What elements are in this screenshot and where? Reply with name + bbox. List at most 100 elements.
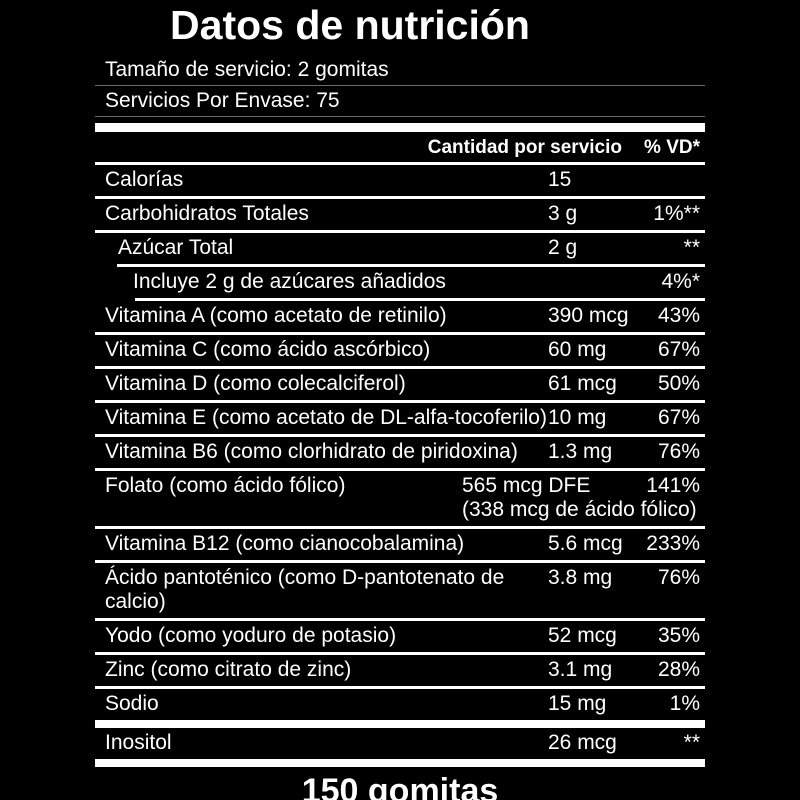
row-dv: 50% xyxy=(657,372,700,395)
row-amount-line1: 390 mcg xyxy=(548,304,629,327)
row-dv: 1%** xyxy=(653,202,700,225)
separator xyxy=(95,560,705,563)
table-row: Zinc (como citrato de zinc) 3.1 mg 28% xyxy=(95,655,705,686)
row-amount-line1: 61 mcg xyxy=(548,372,617,395)
row-dv: 4%* xyxy=(661,270,700,293)
row-amount-line1: 1.3 mg xyxy=(548,440,613,463)
separator xyxy=(95,652,705,655)
table-row: Folato (como ácido fólico) 565 mcg DFE (3… xyxy=(95,471,705,526)
separator xyxy=(95,366,705,369)
row-amount-line1: 5.6 mcg xyxy=(548,532,623,555)
row-name: Sodio xyxy=(105,692,159,715)
table-row: Vitamina B6 (como clorhidrato de piridox… xyxy=(95,437,705,468)
row-dv: 76% xyxy=(657,566,700,589)
row-dv: 28% xyxy=(657,658,700,681)
row-amount-line1: 3 g xyxy=(548,202,578,225)
column-header-dv: % VD* xyxy=(644,137,700,158)
row-name: Carbohidratos Totales xyxy=(105,202,309,225)
row-amount-line1: 10 mg xyxy=(548,406,607,429)
separator xyxy=(95,468,705,471)
table-row: Sodio 15 mg 1% xyxy=(95,689,705,720)
separator xyxy=(95,332,705,335)
row-amount: 26 mcg xyxy=(548,731,632,755)
table-row: Azúcar Total 2 g ** xyxy=(95,233,705,264)
row-dv: 1% xyxy=(669,692,700,715)
table-row: Vitamina E (como acetato de DL-alfa-toco… xyxy=(95,403,705,434)
row-amount: 61 mcg xyxy=(548,372,632,396)
table-row: Vitamina D (como colecalciferol) 61 mcg … xyxy=(95,369,705,400)
row-amount-line1: 3.1 mg xyxy=(548,658,613,681)
row-dv: 76% xyxy=(657,440,700,463)
row-name: Folato (como ácido fólico) xyxy=(105,474,346,497)
row-name: Zinc (como citrato de zinc) xyxy=(105,658,352,681)
row-amount: 565 mcg DFE (338 mcg de ácido fólico) xyxy=(462,474,697,522)
column-header-amount: Cantidad por servicio xyxy=(427,137,622,158)
row-dv: 141% xyxy=(646,474,700,497)
row-amount-line2: (338 mcg de ácido fólico) xyxy=(462,498,697,521)
divider xyxy=(95,116,705,117)
row-amount: 5.6 mcg xyxy=(548,532,632,556)
row-amount: 15 xyxy=(548,168,632,192)
table-header: Cantidad por servicio % VD* xyxy=(95,132,705,162)
table-row: Vitamina C (como ácido ascórbico) 60 mg … xyxy=(95,335,705,366)
thick-bar xyxy=(95,759,705,767)
separator xyxy=(117,264,705,267)
row-amount: 10 mg xyxy=(548,406,632,430)
table-row: Incluye 2 g de azúcares añadidos 4%* xyxy=(95,267,705,298)
row-name: Azúcar Total xyxy=(118,236,234,259)
row-name: Incluye 2 g de azúcares añadidos xyxy=(133,270,446,293)
row-amount: 52 mcg xyxy=(548,624,632,648)
row-name: Ácido pantoténico (como D-pantotenato de… xyxy=(105,566,505,613)
row-amount: 3.1 mg xyxy=(548,658,632,682)
row-name: Vitamina B6 (como clorhidrato de piridox… xyxy=(105,440,518,463)
table-row: Ácido pantoténico (como D-pantotenato de… xyxy=(95,563,705,618)
table-row: Calorías 15 xyxy=(95,165,705,196)
separator xyxy=(95,434,705,437)
row-amount: 2 g xyxy=(548,236,632,260)
row-amount: 1.3 mg xyxy=(548,440,632,464)
row-amount-line1: 26 mcg xyxy=(548,731,617,754)
row-amount: 15 mg xyxy=(548,692,632,716)
table-row: Carbohidratos Totales 3 g 1%** xyxy=(95,199,705,230)
row-name: Inositol xyxy=(105,731,172,754)
separator xyxy=(95,162,705,165)
nutrient-rows: Calorías 15 Carbohidratos Totales 3 g 1%… xyxy=(95,165,705,767)
row-amount-line1: 60 mg xyxy=(548,338,607,361)
table-row: Inositol 26 mcg ** xyxy=(95,728,705,759)
row-name: Yodo (como yoduro de potasio) xyxy=(105,624,397,647)
table-row: Vitamina A (como acetato de retinilo) 39… xyxy=(95,301,705,332)
gummy-count: 150 gomitas xyxy=(301,772,499,800)
row-name: Vitamina B12 (como cianocobalamina) xyxy=(105,532,465,555)
serving-size: Tamaño de servicio: 2 gomitas xyxy=(105,58,389,81)
separator xyxy=(95,686,705,689)
separator xyxy=(135,298,705,301)
table-row: Vitamina B12 (como cianocobalamina) 5.6 … xyxy=(95,529,705,560)
row-amount: 390 mcg xyxy=(548,304,632,328)
row-name: Vitamina C (como ácido ascórbico) xyxy=(105,338,431,361)
row-dv: 67% xyxy=(657,338,700,361)
row-amount-line1: 52 mcg xyxy=(548,624,617,647)
row-amount-line1: 15 mg xyxy=(548,692,607,715)
nutrition-label: Datos de nutrición Tamaño de servicio: 2… xyxy=(95,2,705,800)
row-name: Vitamina A (como acetato de retinilo) xyxy=(105,304,447,327)
row-name: Vitamina E (como acetato de DL-alfa-toco… xyxy=(105,406,547,429)
row-amount-line1: 565 mcg DFE xyxy=(462,474,591,497)
servings-per-container: Servicios Por Envase: 75 xyxy=(105,89,340,112)
divider xyxy=(95,85,705,86)
thick-bar xyxy=(95,720,705,728)
separator xyxy=(95,526,705,529)
row-amount-line1: 15 xyxy=(548,168,572,191)
table-row: Yodo (como yoduro de potasio) 52 mcg 35% xyxy=(95,621,705,652)
row-name: Vitamina D (como colecalciferol) xyxy=(105,372,406,395)
row-amount: 60 mg xyxy=(548,338,632,362)
row-dv: 67% xyxy=(657,406,700,429)
row-dv: 35% xyxy=(657,624,700,647)
row-dv: 43% xyxy=(657,304,700,327)
separator xyxy=(95,230,705,233)
separator xyxy=(95,618,705,621)
row-name: Calorías xyxy=(105,168,184,191)
label-title: Datos de nutrición xyxy=(170,2,530,48)
separator xyxy=(95,400,705,403)
row-amount-line1: 2 g xyxy=(548,236,578,259)
row-dv: 233% xyxy=(646,532,700,555)
